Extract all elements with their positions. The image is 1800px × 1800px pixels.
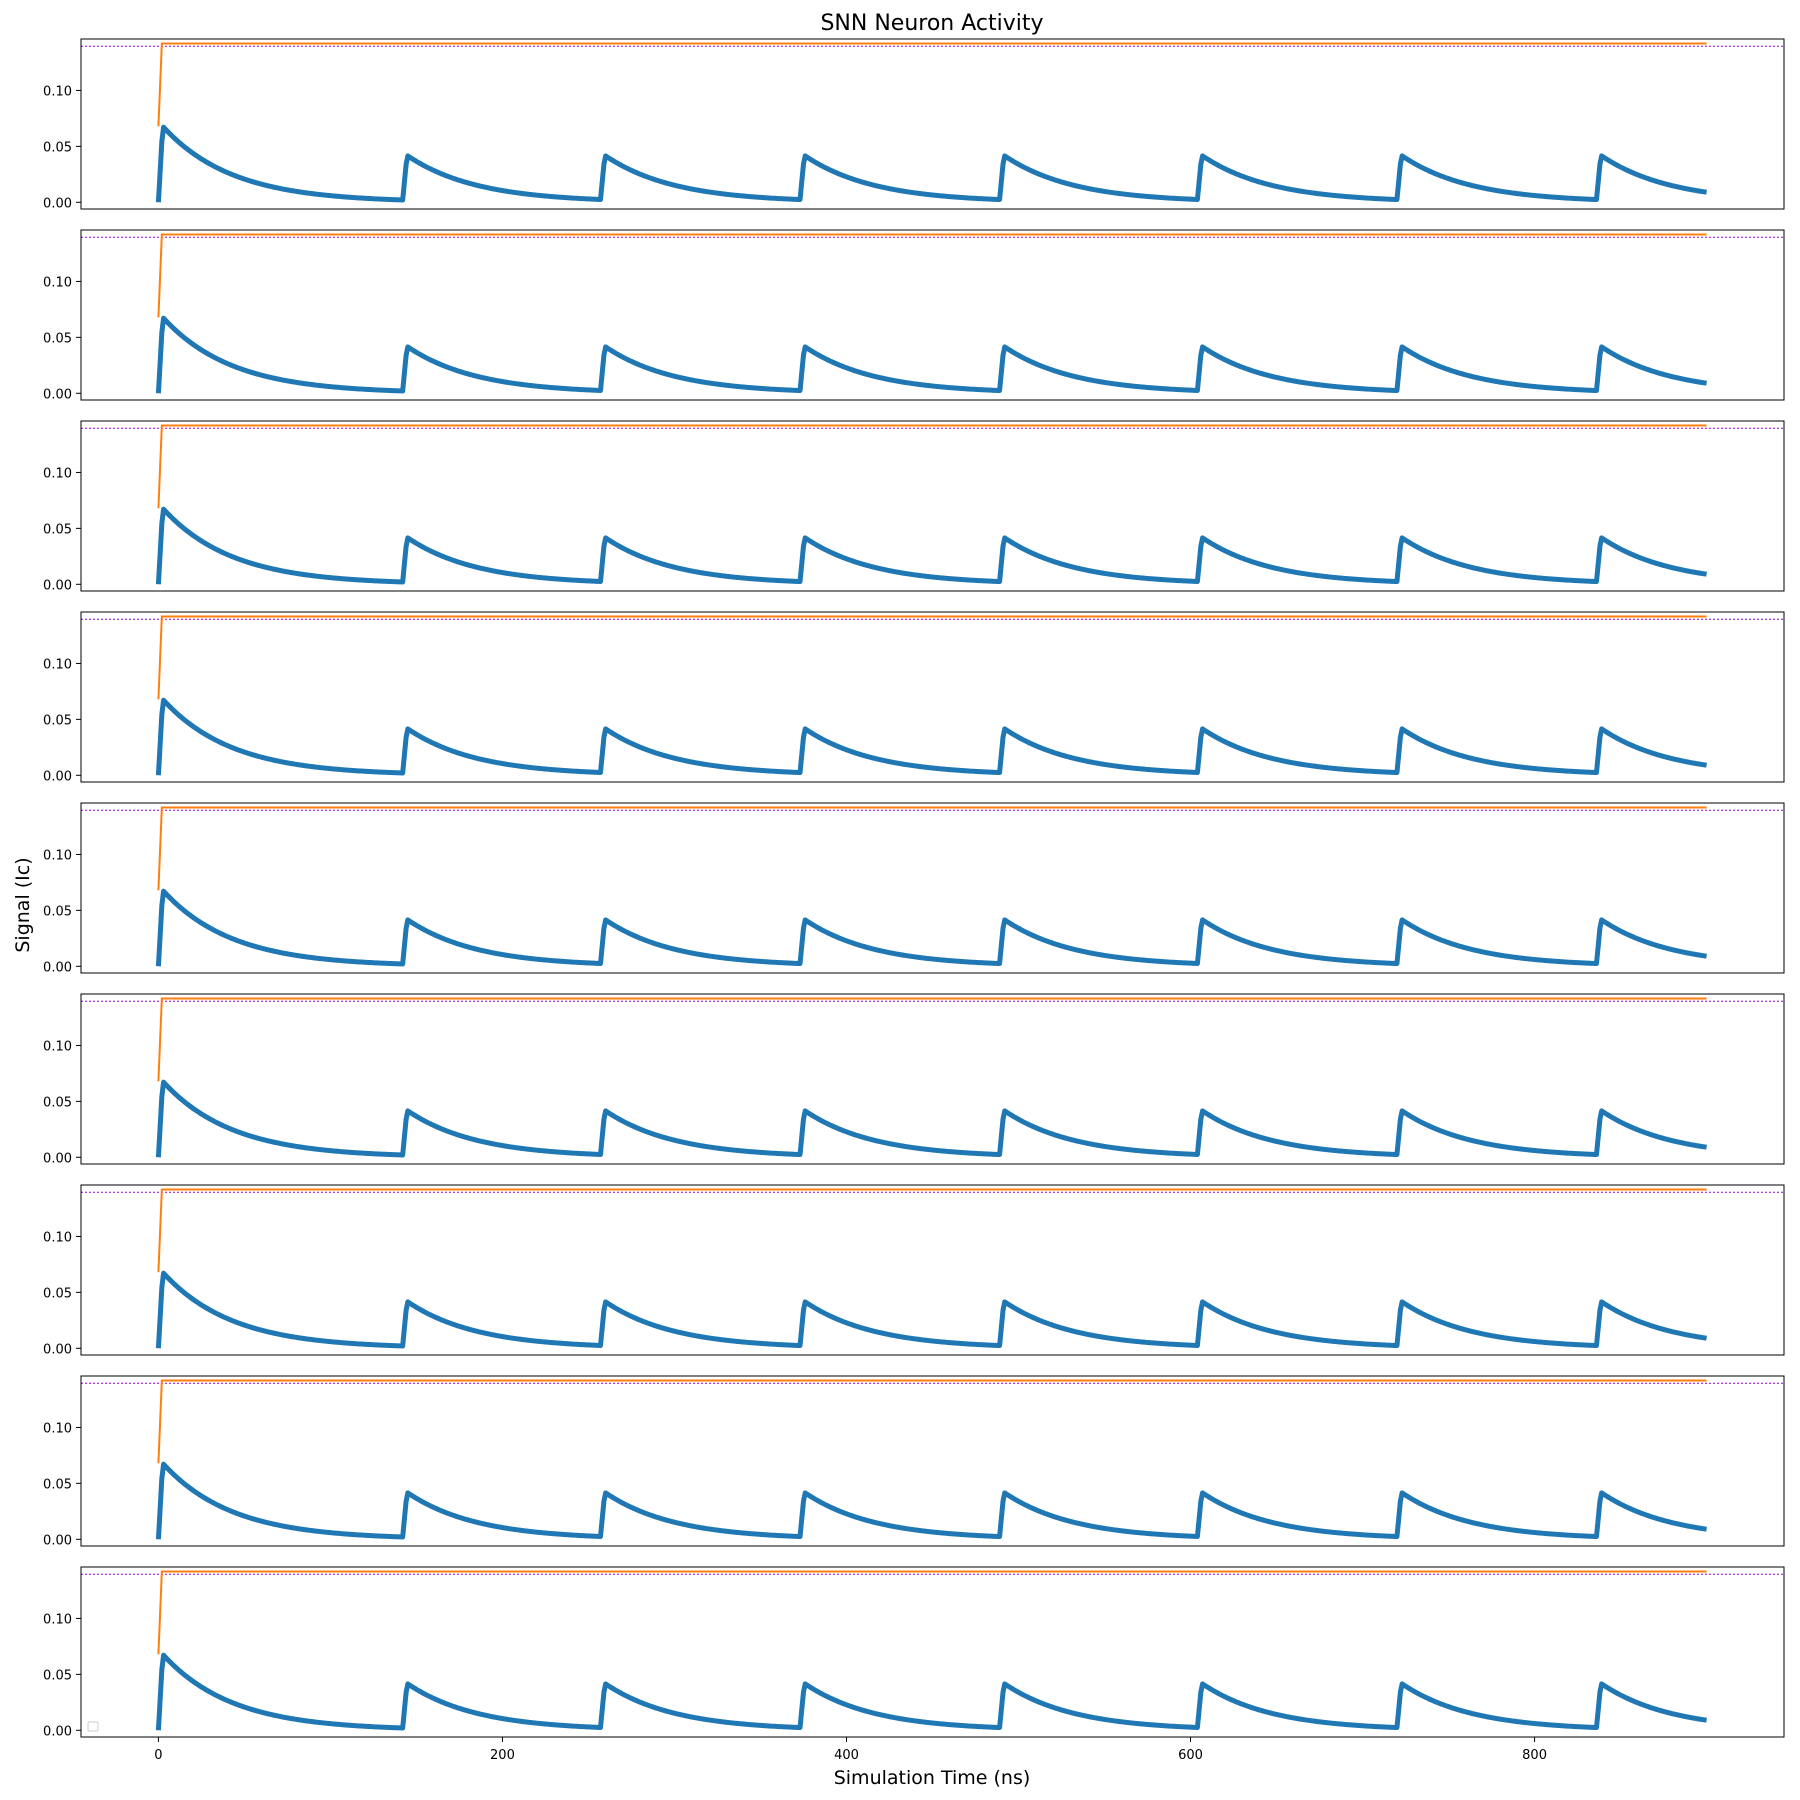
membrane-trace xyxy=(155,506,1708,585)
orange-step-trace xyxy=(157,1379,1707,1464)
axes-frame xyxy=(80,229,1785,401)
axes-frame xyxy=(80,420,1785,592)
axes-frame xyxy=(80,1566,1785,1738)
orange-step-trace xyxy=(157,233,1707,318)
y-tick-label: 0.00 xyxy=(43,196,72,211)
panel-4: 0.00 0.05 0.10 xyxy=(43,611,1785,784)
legend-box xyxy=(87,1721,99,1732)
membrane-trace xyxy=(155,124,1708,203)
axes-frame xyxy=(80,611,1785,783)
y-tick-label: 0.00 xyxy=(43,1342,72,1357)
y-tick-label: 0.10 xyxy=(43,1421,72,1436)
panel-8: 0.00 0.05 0.10 xyxy=(43,1375,1785,1548)
y-tick-label: 0.05 xyxy=(43,904,72,919)
membrane-trace xyxy=(155,1079,1708,1158)
y-tick-label: 0.00 xyxy=(43,1151,72,1166)
y-tick-label: 0.00 xyxy=(43,578,72,593)
axes-frame xyxy=(80,1375,1785,1547)
panel-1: 0.00 0.05 0.10 xyxy=(43,38,1785,211)
y-tick-label: 0.10 xyxy=(43,1230,72,1245)
membrane-trace xyxy=(155,1461,1708,1540)
x-tick-label: 400 xyxy=(834,1748,859,1763)
y-tick-label: 0.00 xyxy=(43,769,72,784)
panel-6: 0.00 0.05 0.10 xyxy=(43,993,1785,1166)
orange-step-trace xyxy=(157,806,1707,891)
axes-frame xyxy=(80,38,1785,210)
membrane-trace xyxy=(155,315,1708,394)
y-tick-label: 0.05 xyxy=(43,713,72,728)
orange-step-trace xyxy=(157,1188,1707,1273)
membrane-trace xyxy=(155,1652,1708,1731)
y-tick-label: 0.05 xyxy=(43,1095,72,1110)
axes-frame xyxy=(80,802,1785,974)
y-tick-label: 0.00 xyxy=(43,387,72,402)
membrane-trace xyxy=(155,697,1708,776)
orange-step-trace xyxy=(157,615,1707,700)
x-tick-label: 200 xyxy=(490,1748,515,1763)
orange-step-trace xyxy=(157,1570,1707,1655)
orange-step-trace xyxy=(157,424,1707,509)
y-tick-label: 0.05 xyxy=(43,140,72,155)
y-tick-label: 0.10 xyxy=(43,657,72,672)
axes-frame xyxy=(80,993,1785,1165)
x-tick-label: 0 xyxy=(154,1748,162,1763)
x-axis-label: Simulation Time (ns) xyxy=(834,1767,1031,1789)
y-tick-label: 0.10 xyxy=(43,848,72,863)
x-tick-label: 800 xyxy=(1522,1748,1547,1763)
y-tick-label: 0.05 xyxy=(43,331,72,346)
membrane-trace xyxy=(155,888,1708,967)
y-tick-label: 0.10 xyxy=(43,1039,72,1054)
y-tick-label: 0.00 xyxy=(43,1533,72,1548)
y-tick-label: 0.00 xyxy=(43,960,72,975)
figure-title: SNN Neuron Activity xyxy=(820,11,1043,36)
orange-step-trace xyxy=(157,997,1707,1082)
subplot-panels: 0.000.050.100.000.050.100.000.050.100.00… xyxy=(43,38,1785,1763)
y-axis-label: Signal (Ic) xyxy=(12,857,34,952)
y-tick-label: 0.10 xyxy=(43,1612,72,1627)
y-tick-label: 0.00 xyxy=(43,1724,72,1739)
y-tick-label: 0.05 xyxy=(43,1477,72,1492)
panel-9: 0.00 0.05 0.10 0 200 400 600 800 xyxy=(43,1566,1785,1763)
x-tick-label: 600 xyxy=(1178,1748,1203,1763)
panel-2: 0.00 0.05 0.10 xyxy=(43,229,1785,402)
panel-3: 0.00 0.05 0.10 xyxy=(43,420,1785,593)
panel-7: 0.00 0.05 0.10 xyxy=(43,1184,1785,1357)
axes-frame xyxy=(80,1184,1785,1356)
panel-5: 0.00 0.05 0.10 xyxy=(43,802,1785,975)
y-tick-label: 0.05 xyxy=(43,522,72,537)
y-tick-label: 0.10 xyxy=(43,275,72,290)
y-tick-label: 0.10 xyxy=(43,84,72,99)
membrane-trace xyxy=(155,1270,1708,1349)
y-tick-label: 0.05 xyxy=(43,1286,72,1301)
y-tick-label: 0.10 xyxy=(43,466,72,481)
orange-step-trace xyxy=(157,42,1707,127)
y-tick-label: 0.05 xyxy=(43,1668,72,1683)
